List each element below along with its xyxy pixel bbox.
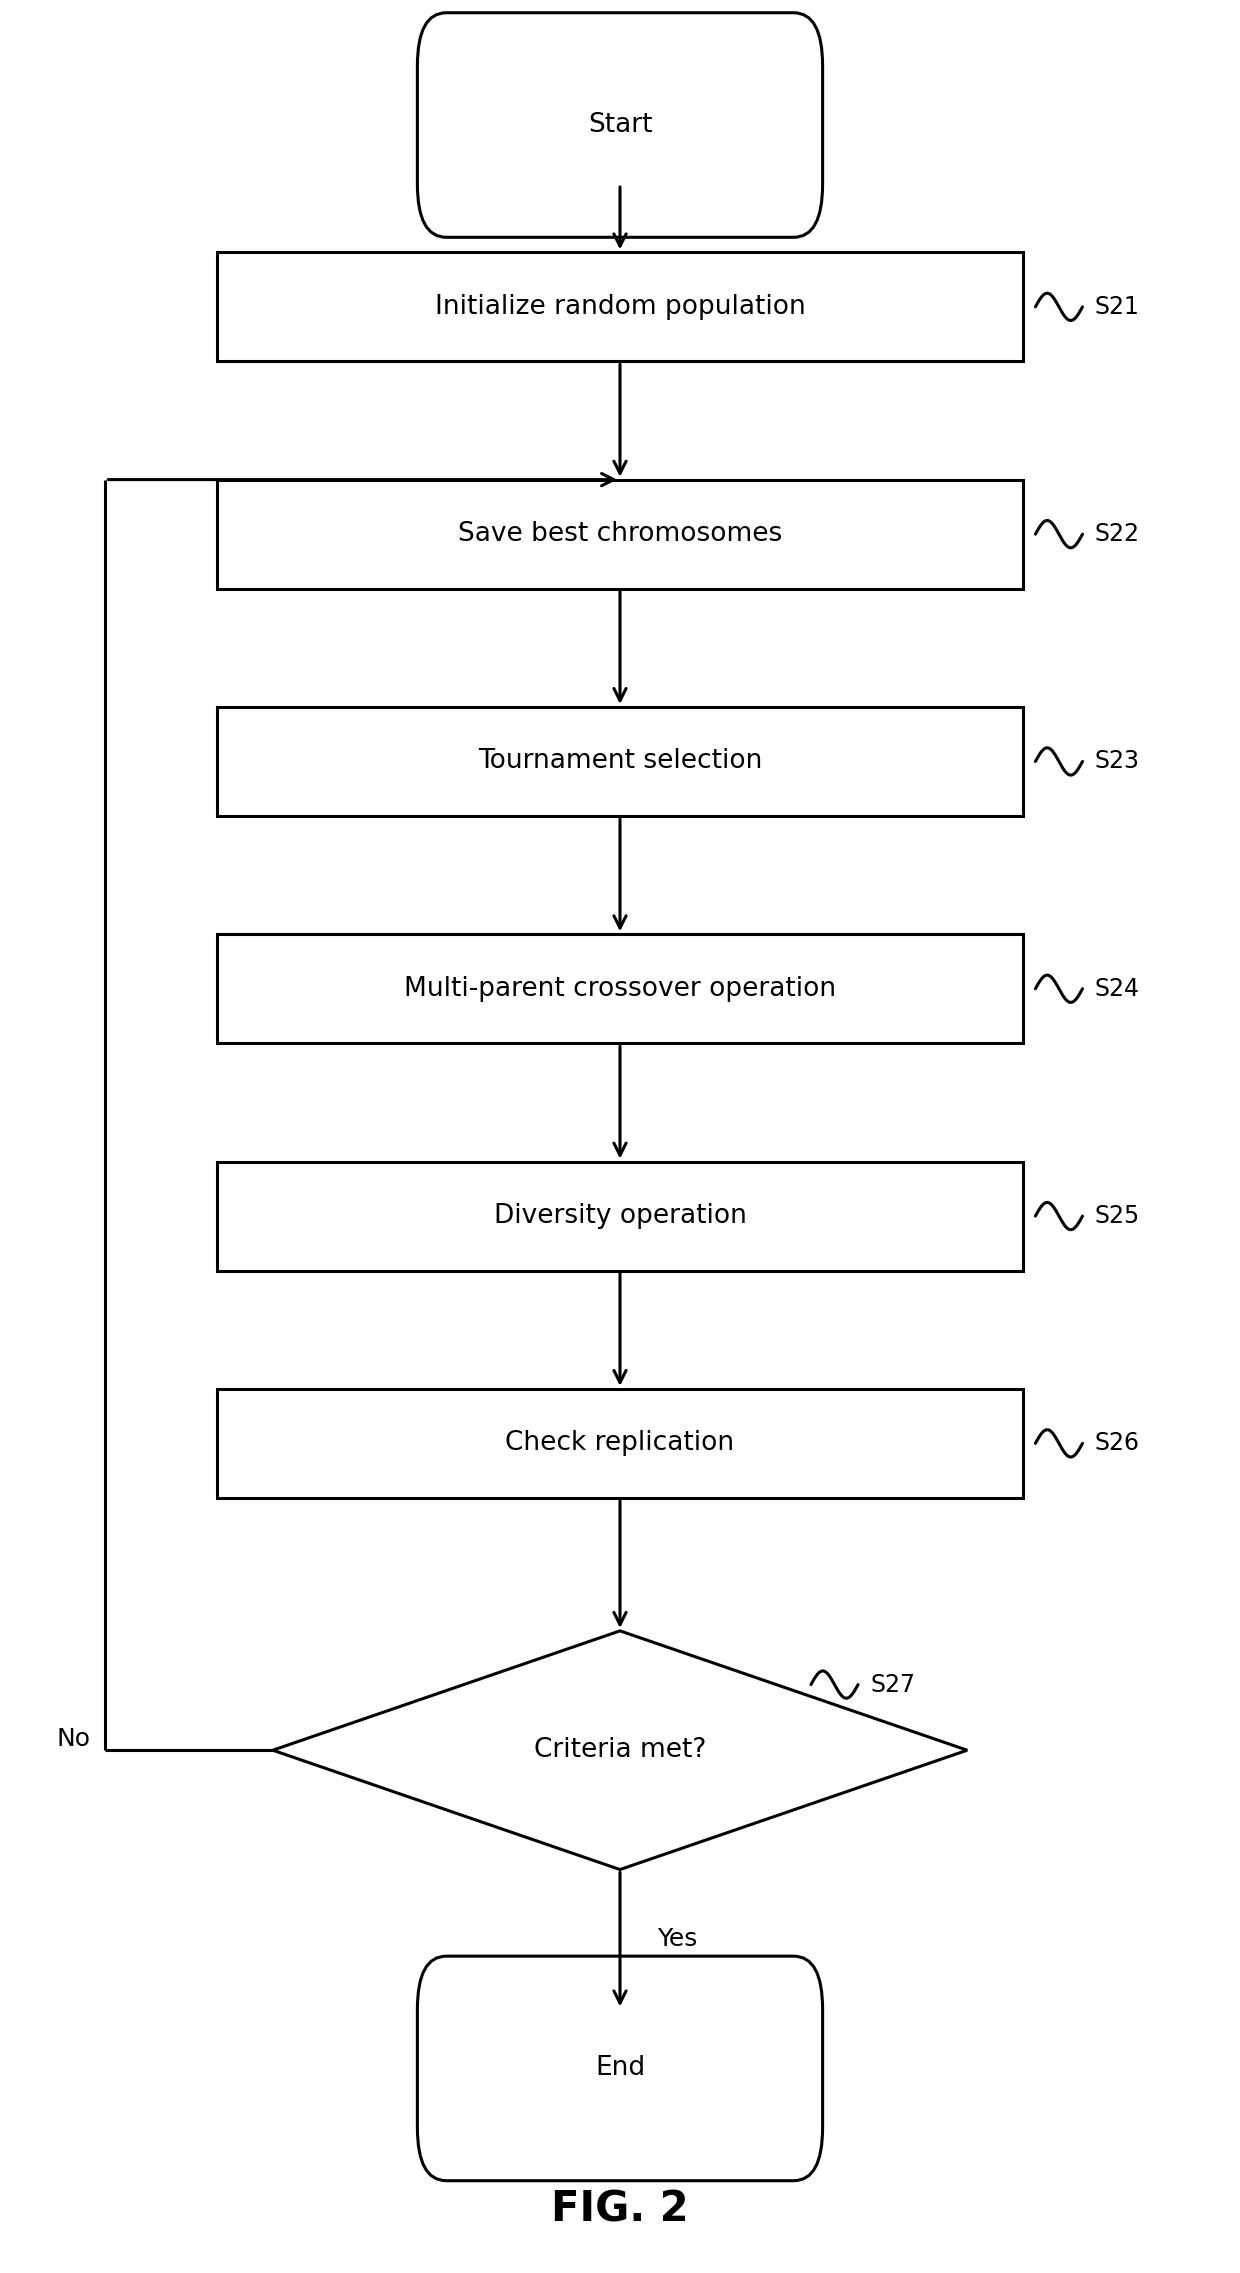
Text: FIG. 2: FIG. 2 [552, 2189, 688, 2230]
Text: S25: S25 [1095, 1205, 1140, 1227]
Text: S21: S21 [1095, 295, 1140, 318]
Bar [217, 480, 1023, 589]
Text: S23: S23 [1095, 750, 1140, 773]
Text: Yes: Yes [657, 1928, 698, 1953]
Text: End: End [595, 2055, 645, 2082]
Text: No: No [57, 1727, 91, 1750]
FancyBboxPatch shape [418, 14, 822, 236]
Text: Initialize random population: Initialize random population [435, 293, 805, 320]
Bar [217, 934, 1023, 1043]
Bar [217, 1162, 1023, 1271]
Bar [217, 1389, 1023, 1498]
Text: S24: S24 [1095, 977, 1140, 1000]
Text: S26: S26 [1095, 1432, 1140, 1455]
Polygon shape [273, 1632, 967, 1868]
Text: Diversity operation: Diversity operation [494, 1202, 746, 1230]
Text: S22: S22 [1095, 523, 1140, 546]
Text: S27: S27 [870, 1673, 915, 1696]
Text: Tournament selection: Tournament selection [477, 748, 763, 775]
Text: Save best chromosomes: Save best chromosomes [458, 521, 782, 548]
Bar [217, 252, 1023, 361]
Bar [217, 707, 1023, 816]
Text: Start: Start [588, 111, 652, 139]
Text: Criteria met?: Criteria met? [533, 1737, 707, 1764]
Text: Check replication: Check replication [506, 1430, 734, 1457]
FancyBboxPatch shape [418, 1957, 822, 2180]
Text: Multi-parent crossover operation: Multi-parent crossover operation [404, 975, 836, 1002]
